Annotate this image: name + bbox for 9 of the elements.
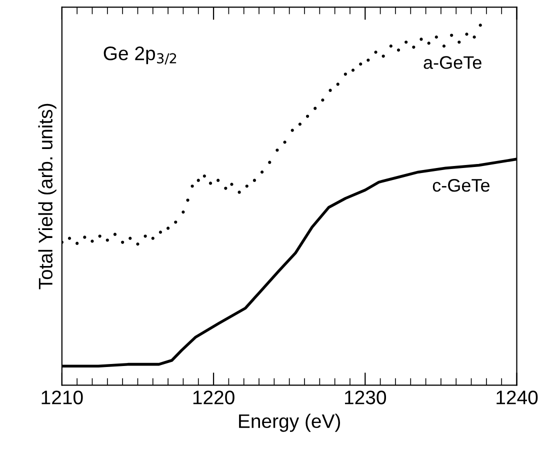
series-label: c-GeTe [432, 178, 490, 192]
y-axis-title: Total Yield (arb. units) [38, 104, 56, 290]
series-label: a-GeTe [424, 56, 482, 69]
x-tick-label: 1240 [496, 390, 538, 404]
annotation: Ge 2p$_{3/2}$ [104, 46, 176, 65]
x-axis-title: Energy (eV) [239, 414, 340, 432]
x-tick-label: 1210 [42, 390, 83, 404]
x-tick-label: 1220 [193, 390, 234, 404]
x-tick-label: 1230 [345, 390, 386, 404]
